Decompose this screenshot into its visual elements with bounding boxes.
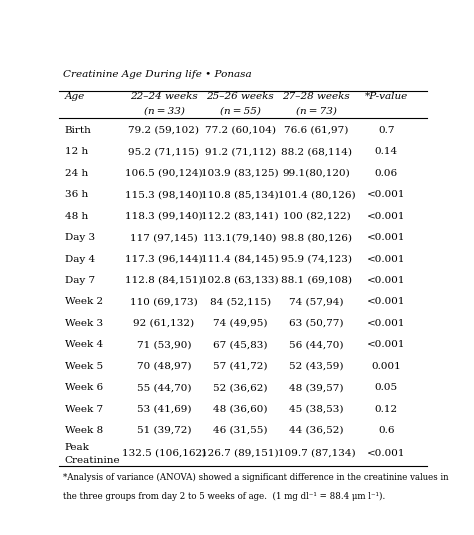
- Text: 110.8 (85,134): 110.8 (85,134): [201, 190, 279, 200]
- Text: 132.5 (106,162): 132.5 (106,162): [122, 449, 206, 458]
- Text: <0.001: <0.001: [367, 255, 405, 264]
- Text: 98.8 (80,126): 98.8 (80,126): [281, 233, 352, 242]
- Text: 99.1(80,120): 99.1(80,120): [283, 169, 350, 178]
- Text: 95.9 (74,123): 95.9 (74,123): [281, 255, 352, 264]
- Text: 95.2 (71,115): 95.2 (71,115): [128, 148, 200, 156]
- Text: 52 (36,62): 52 (36,62): [213, 383, 267, 392]
- Text: 88.2 (68,114): 88.2 (68,114): [281, 148, 352, 156]
- Text: 103.9 (83,125): 103.9 (83,125): [201, 169, 279, 178]
- Text: 0.6: 0.6: [378, 426, 394, 435]
- Text: 84 (52,115): 84 (52,115): [210, 297, 271, 307]
- Text: 113.1(79,140): 113.1(79,140): [203, 233, 277, 242]
- Text: Week 8: Week 8: [65, 426, 103, 435]
- Text: Day 4: Day 4: [65, 255, 95, 264]
- Text: (n = 73): (n = 73): [296, 106, 337, 116]
- Text: 70 (48,97): 70 (48,97): [137, 362, 191, 371]
- Text: Creatinine: Creatinine: [65, 456, 120, 464]
- Text: 111.4 (84,145): 111.4 (84,145): [201, 255, 279, 264]
- Text: 0.7: 0.7: [378, 126, 394, 135]
- Text: 118.3 (99,140): 118.3 (99,140): [125, 212, 203, 221]
- Text: Week 3: Week 3: [65, 319, 103, 328]
- Text: 36 h: 36 h: [65, 190, 88, 200]
- Text: 79.2 (59,102): 79.2 (59,102): [128, 126, 200, 135]
- Text: Week 5: Week 5: [65, 362, 103, 371]
- Text: 76.6 (61,97): 76.6 (61,97): [284, 126, 348, 135]
- Text: 100 (82,122): 100 (82,122): [283, 212, 350, 221]
- Text: <0.001: <0.001: [367, 297, 405, 307]
- Text: Week 2: Week 2: [65, 297, 103, 307]
- Text: Week 4: Week 4: [65, 340, 103, 349]
- Text: 110 (69,173): 110 (69,173): [130, 297, 198, 307]
- Text: 48 (36,60): 48 (36,60): [213, 404, 267, 414]
- Text: 57 (41,72): 57 (41,72): [213, 362, 267, 371]
- Text: 77.2 (60,104): 77.2 (60,104): [205, 126, 276, 135]
- Text: 92 (61,132): 92 (61,132): [133, 319, 194, 328]
- Text: 12 h: 12 h: [65, 148, 88, 156]
- Text: 48 (39,57): 48 (39,57): [289, 383, 344, 392]
- Text: Peak: Peak: [65, 443, 90, 452]
- Text: 74 (57,94): 74 (57,94): [289, 297, 344, 307]
- Text: 0.001: 0.001: [371, 362, 401, 371]
- Text: Week 7: Week 7: [65, 404, 103, 414]
- Text: 63 (50,77): 63 (50,77): [289, 319, 344, 328]
- Text: <0.001: <0.001: [367, 340, 405, 349]
- Text: <0.001: <0.001: [367, 276, 405, 285]
- Text: 71 (53,90): 71 (53,90): [137, 340, 191, 349]
- Text: *Analysis of variance (ANOVA) showed a significant difference in the creatinine : *Analysis of variance (ANOVA) showed a s…: [63, 473, 448, 483]
- Text: 0.14: 0.14: [374, 148, 398, 156]
- Text: Creatinine Age During life • Ponasa: Creatinine Age During life • Ponasa: [63, 71, 252, 79]
- Text: 24 h: 24 h: [65, 169, 88, 178]
- Text: 52 (43,59): 52 (43,59): [289, 362, 344, 371]
- Text: 0.12: 0.12: [374, 404, 398, 414]
- Text: 56 (44,70): 56 (44,70): [289, 340, 344, 349]
- Text: 45 (38,53): 45 (38,53): [289, 404, 344, 414]
- Text: <0.001: <0.001: [367, 319, 405, 328]
- Text: 109.7 (87,134): 109.7 (87,134): [278, 449, 355, 458]
- Text: 101.4 (80,126): 101.4 (80,126): [278, 190, 355, 200]
- Text: <0.001: <0.001: [367, 190, 405, 200]
- Text: 67 (45,83): 67 (45,83): [213, 340, 267, 349]
- Text: <0.001: <0.001: [367, 212, 405, 221]
- Text: 44 (36,52): 44 (36,52): [289, 426, 344, 435]
- Text: the three groups from day 2 to 5 weeks of age.  (1 mg dl⁻¹ = 88.4 μm l⁻¹).: the three groups from day 2 to 5 weeks o…: [63, 492, 385, 501]
- Text: 46 (31,55): 46 (31,55): [213, 426, 267, 435]
- Text: (n = 55): (n = 55): [220, 106, 261, 116]
- Text: Birth: Birth: [65, 126, 91, 135]
- Text: 106.5 (90,124): 106.5 (90,124): [125, 169, 203, 178]
- Text: 126.7 (89,151): 126.7 (89,151): [201, 449, 279, 458]
- Text: 117 (97,145): 117 (97,145): [130, 233, 198, 242]
- Text: Day 3: Day 3: [65, 233, 95, 242]
- Text: 102.8 (63,133): 102.8 (63,133): [201, 276, 279, 285]
- Text: Age: Age: [65, 93, 85, 102]
- Text: 115.3 (98,140): 115.3 (98,140): [125, 190, 203, 200]
- Text: <0.001: <0.001: [367, 233, 405, 242]
- Text: (n = 33): (n = 33): [144, 106, 184, 116]
- Text: *P-value: *P-value: [365, 93, 408, 102]
- Text: 88.1 (69,108): 88.1 (69,108): [281, 276, 352, 285]
- Text: 48 h: 48 h: [65, 212, 88, 221]
- Text: 55 (44,70): 55 (44,70): [137, 383, 191, 392]
- Text: Day 7: Day 7: [65, 276, 95, 285]
- Text: 0.05: 0.05: [374, 383, 398, 392]
- Text: 117.3 (96,144): 117.3 (96,144): [125, 255, 203, 264]
- Text: 27–28 weeks: 27–28 weeks: [283, 93, 350, 102]
- Text: 91.2 (71,112): 91.2 (71,112): [205, 148, 276, 156]
- Text: 51 (39,72): 51 (39,72): [137, 426, 191, 435]
- Text: <0.001: <0.001: [367, 449, 405, 458]
- Text: 25–26 weeks: 25–26 weeks: [206, 93, 274, 102]
- Text: 74 (49,95): 74 (49,95): [213, 319, 267, 328]
- Text: Week 6: Week 6: [65, 383, 103, 392]
- Text: 22–24 weeks: 22–24 weeks: [130, 93, 198, 102]
- Text: 112.2 (83,141): 112.2 (83,141): [201, 212, 279, 221]
- Text: 53 (41,69): 53 (41,69): [137, 404, 191, 414]
- Text: 112.8 (84,151): 112.8 (84,151): [125, 276, 203, 285]
- Text: 0.06: 0.06: [374, 169, 398, 178]
